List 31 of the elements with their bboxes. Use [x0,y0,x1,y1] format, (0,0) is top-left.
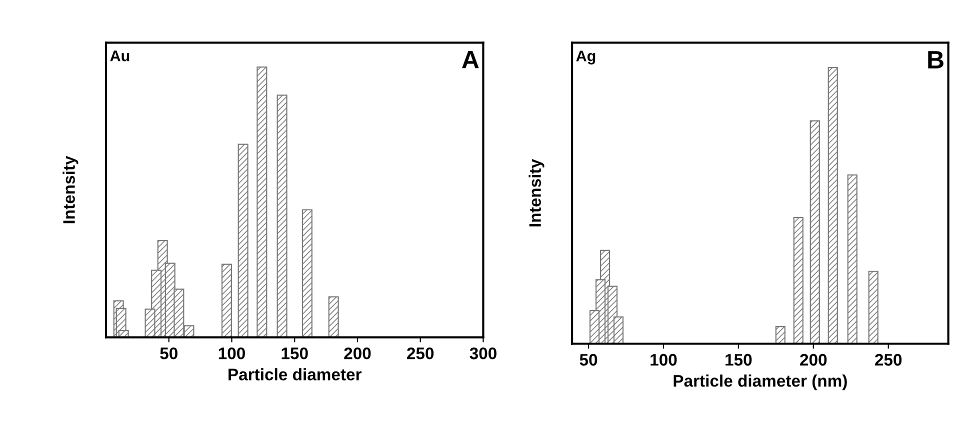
bar [256,66,268,338]
x-axis-title: Particle diameter (nm) [674,374,847,390]
bar [328,296,339,338]
bar [775,326,786,344]
bar [868,270,878,344]
bar [221,264,232,338]
x-tick-label: 100 [218,347,245,360]
x-tick-label: 200 [344,347,371,360]
x-tick-label: 150 [726,354,752,366]
x-tick-label: 200 [800,354,827,366]
bar [793,216,804,344]
x-tick-label: 300 [470,347,496,360]
x-tick-label: 100 [650,354,677,366]
bar [847,174,858,344]
text: Ag [576,50,596,64]
annotation: B [928,51,944,68]
x-tick-label: 50 [160,347,178,360]
x-tick-label: 150 [282,347,308,360]
bar [276,94,288,338]
bar [238,144,248,338]
bar [810,120,820,344]
y-axis-title: Intensity [62,156,78,224]
x-tick-label: 250 [407,347,434,360]
y-axis-title: Intensity [528,159,544,226]
annotation: A [462,50,479,68]
x-axis-title: Particle diameter [228,368,362,380]
bar [828,67,838,344]
text: Au [110,50,130,62]
x-tick-label: 250 [875,354,902,366]
bar [302,209,312,338]
x-tick-label: 50 [580,354,598,366]
